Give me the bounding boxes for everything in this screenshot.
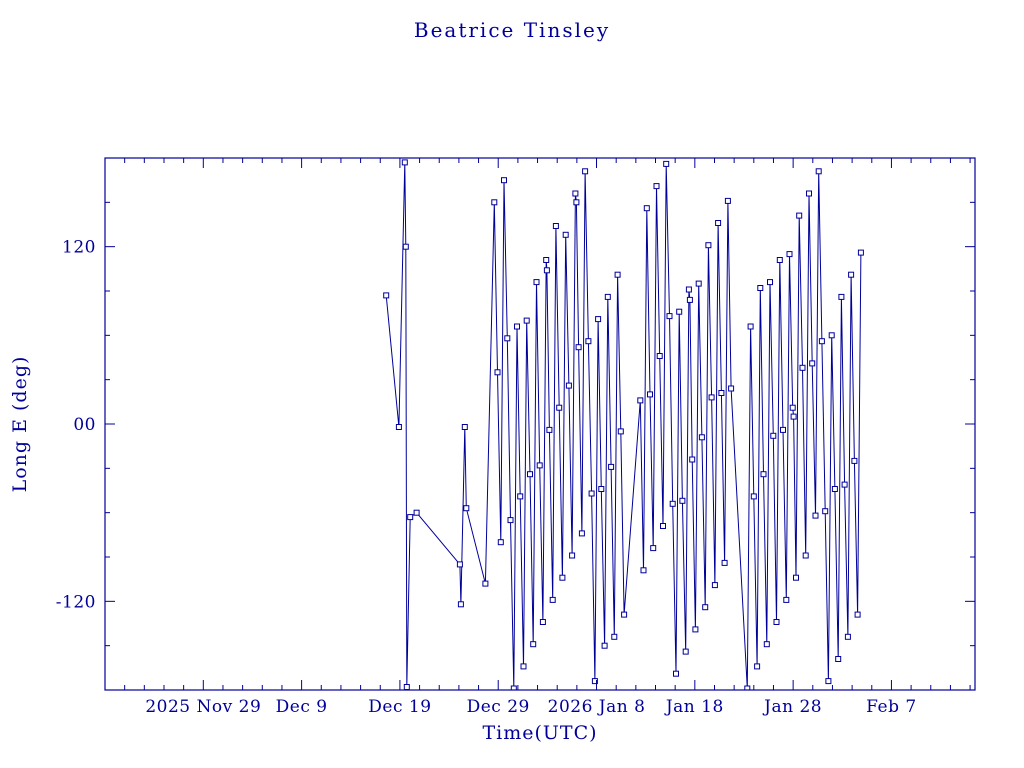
svg-text:-120: -120	[56, 592, 96, 612]
svg-text:Jan 18: Jan 18	[664, 697, 724, 717]
svg-text:Dec 9: Dec 9	[276, 697, 328, 717]
svg-text:2025 Nov 29: 2025 Nov 29	[145, 697, 261, 717]
svg-text:00: 00	[73, 415, 96, 435]
svg-text:2026 Jan 8: 2026 Jan 8	[548, 697, 646, 717]
svg-text:Jan 28: Jan 28	[762, 697, 822, 717]
chart-title: Beatrice Tinsley	[413, 18, 611, 42]
x-axis-label: Time(UTC)	[482, 722, 598, 744]
svg-text:Dec 19: Dec 19	[368, 697, 431, 717]
svg-text:Dec 29: Dec 29	[467, 697, 530, 717]
svg-text:Feb 7: Feb 7	[866, 697, 917, 717]
svg-text:120: 120	[62, 238, 96, 258]
